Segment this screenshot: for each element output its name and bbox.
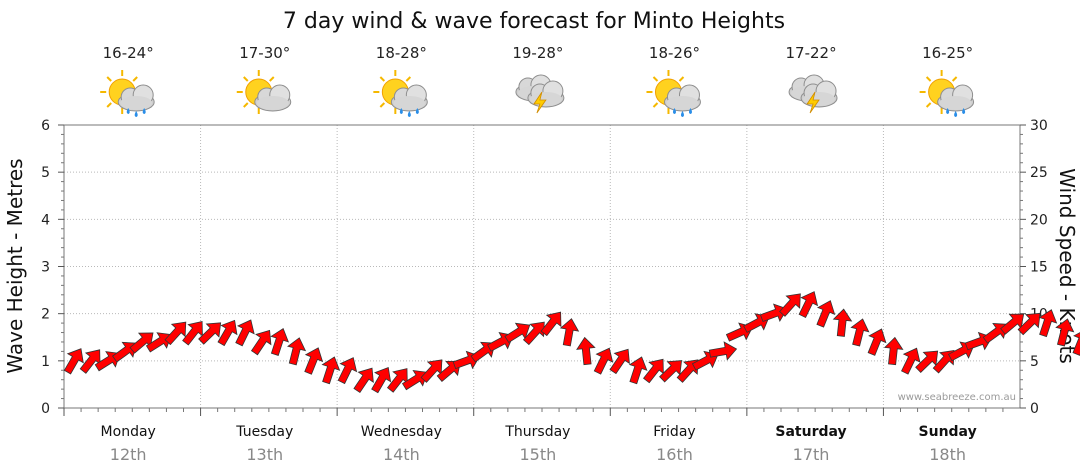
wind-arrow — [883, 336, 904, 366]
wind-arrow — [540, 311, 562, 337]
sun-cloud-rain-icon — [372, 69, 428, 117]
temperature-range: 17-30° — [239, 44, 290, 62]
day-name: Thursday — [504, 424, 570, 440]
day-name: Friday — [653, 424, 695, 440]
left-axis: 0 1 2 3 4 5 6 — [41, 118, 64, 417]
left-axis-label: Wave Height - Metres — [3, 158, 27, 373]
wind-arrow — [217, 319, 238, 347]
wind-arrow — [371, 367, 392, 394]
left-tick-label: 1 — [41, 354, 50, 370]
wind-arrow — [79, 349, 101, 374]
wind-arrow — [915, 350, 939, 374]
wind-arrow — [1055, 318, 1075, 347]
day-name: Sunday — [919, 424, 977, 440]
left-tick-label: 3 — [41, 260, 50, 276]
right-tick-label: 0 — [1030, 401, 1039, 417]
wind-arrow — [287, 337, 307, 366]
wind-arrow — [63, 348, 84, 375]
wind-arrow — [250, 329, 272, 356]
temperature-range: 19-28° — [512, 44, 563, 62]
storm-icon — [515, 74, 565, 114]
wind-arrow — [643, 358, 664, 384]
weather-header: 16-24° 17-30° 18-28° 19-28° 18-26° 17-22° 16-2… — [99, 44, 975, 117]
wind-arrow — [816, 300, 836, 328]
wind-arrow — [420, 359, 443, 383]
wind-arrow — [779, 293, 801, 317]
temperature-range: 16-25° — [922, 44, 973, 62]
right-tick-label: 30 — [1030, 118, 1048, 134]
wind-arrow — [129, 332, 154, 354]
day-date: 17th — [793, 445, 830, 464]
sun-cloud-rain-icon — [99, 69, 155, 117]
wind-arrows — [63, 291, 1080, 394]
day-date: 12th — [110, 445, 147, 464]
wind-arrow — [198, 322, 222, 345]
day-name: Monday — [101, 424, 156, 440]
right-tick-label: 20 — [1030, 212, 1048, 228]
right-tick-label: 15 — [1030, 260, 1048, 276]
wind-arrow — [235, 319, 255, 347]
storm-icon — [788, 74, 838, 114]
temperature-range: 18-26° — [649, 44, 700, 62]
chart-title: 7 day wind & wave forecast for Minto Hei… — [283, 9, 785, 34]
left-tick-label: 6 — [41, 118, 50, 134]
wind-arrow — [628, 356, 648, 385]
wind-arrow — [504, 322, 531, 344]
wind-arrow — [850, 318, 870, 347]
day-date: 16th — [656, 445, 693, 464]
wind-arrow — [901, 347, 921, 375]
day-date: 18th — [929, 445, 966, 464]
wind-arrow — [559, 318, 580, 347]
wind-arrow — [576, 336, 596, 366]
right-axis: 051015202530 — [1020, 118, 1048, 417]
left-tick-label: 0 — [41, 401, 50, 417]
credit-text: www.seabreeze.com.au — [898, 392, 1016, 403]
day-name: Tuesday — [235, 424, 293, 440]
day-date: 15th — [520, 445, 557, 464]
wind-arrow — [353, 367, 374, 394]
wind-arrow — [1000, 313, 1025, 335]
sun-cloud-icon — [235, 69, 292, 115]
left-tick-label: 5 — [41, 165, 50, 181]
wind-arrow — [270, 328, 290, 356]
grid-lines — [64, 124, 1020, 408]
wind-arrow — [1038, 309, 1058, 338]
day-date: 14th — [383, 445, 420, 464]
temperature-range: 17-22° — [785, 44, 836, 62]
wind-arrow — [182, 321, 203, 346]
wind-arrow — [593, 347, 614, 375]
wind-arrow — [386, 368, 408, 393]
wind-arrow — [321, 356, 341, 385]
wind-arrow — [867, 328, 887, 356]
day-labels: Monday 12th Tuesday 13th Wednesday 14th Thursd… — [63, 408, 1004, 464]
right-tick-label: 25 — [1030, 165, 1048, 181]
wind-arrow — [337, 357, 358, 385]
day-name: Wednesday — [361, 424, 442, 440]
wind-arrow — [609, 348, 630, 375]
temperature-range: 16-24° — [103, 44, 154, 62]
wind-arrow — [659, 360, 683, 383]
wind-arrow — [1072, 328, 1080, 356]
wind-arrow — [832, 308, 853, 337]
temperature-range: 18-28° — [376, 44, 427, 62]
wind-arrow — [798, 291, 819, 319]
wind-arrow — [164, 321, 187, 346]
wind-arrow — [304, 347, 324, 375]
left-tick-label: 4 — [41, 212, 50, 228]
day-date: 13th — [246, 445, 283, 464]
left-tick-label: 2 — [41, 307, 50, 323]
day-name: Saturday — [775, 424, 846, 440]
right-tick-label: 5 — [1030, 354, 1039, 370]
sun-cloud-rain-icon — [918, 69, 975, 117]
wind-arrow — [708, 341, 738, 361]
wind-arrow — [1017, 312, 1041, 336]
sun-cloud-rain-icon — [645, 69, 701, 117]
